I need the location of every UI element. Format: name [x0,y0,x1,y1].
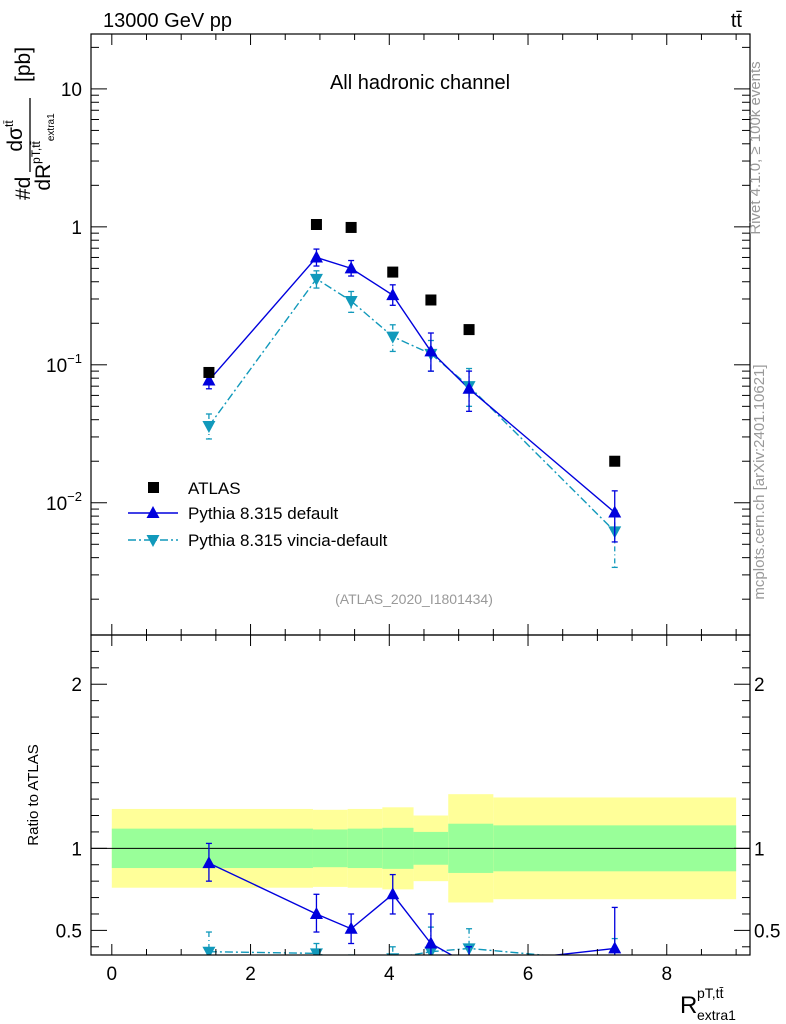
main-series [202,219,622,569]
default-point [309,250,323,263]
default-ratio-point [608,941,622,954]
legend-atlas-marker [148,482,159,493]
default-ratio-point [309,906,323,919]
xlabel-subscript: extra1 [697,1007,736,1023]
main-y-tick-label: 10−2 [46,489,82,515]
atlas-point [345,221,357,233]
atlas-point [463,324,475,336]
x-tick-label: 8 [661,964,672,985]
atlas-point [425,294,437,306]
default-point [202,373,216,386]
atlas-point [310,219,322,231]
vincia-ratio-point [202,946,216,955]
atlas-point [609,455,621,467]
ratio-y-tick-label-right: 2 [754,675,765,696]
default-ratio-point [344,921,358,934]
default-point [344,261,358,274]
vincia-point [386,331,400,344]
main-y-tick-label: 10−1 [46,351,82,377]
ratio-y-tick-label-left: 1 [71,839,82,860]
vincia-point [344,296,358,309]
legend-label: Pythia 8.315 default [188,504,339,523]
mcplots-info: mcplots.cern.ch [arXiv:2401.10621] [751,364,768,599]
vincia-line [208,277,616,532]
default-point [424,344,438,357]
x-tick-label: 6 [523,964,534,985]
default-ratio-point [386,887,400,900]
atlas-point [387,266,399,278]
legend-label: Pythia 8.315 vincia-default [188,531,388,550]
process-label: tt̄ [731,10,743,32]
default-line [208,256,616,514]
xlabel-symbol: R [680,992,697,1019]
beam-label: 13000 GeV pp [103,10,232,32]
axes: 0 2 4 6 8 10−2 10−1 1 10 0.5 0.5 1 1 2 2 [46,33,780,985]
ratio-y-tick-label-right: 0.5 [754,921,780,942]
default-ratio-point [202,856,216,869]
default-point [608,505,622,518]
ylabel-numerator: dσtt̄ [2,120,27,152]
legend-vincia-marker [146,535,160,547]
xlabel-superscript: pT,tt̄ [697,985,724,1001]
ylabel-unit: [pb] [12,47,35,82]
vincia-ratio-line [208,947,550,955]
ratio-y-tick-label-right: 1 [754,839,765,860]
vincia-ratio-point [345,958,358,970]
main-y-tick-label: 10 [61,80,82,101]
legend: ATLAS Pythia 8.315 default Pythia 8.315 vi… [128,479,388,550]
channel-label: All hadronic channel [330,72,510,94]
ylabel-prefix: #d [12,177,35,200]
vincia-point [202,421,216,434]
vincia-ratio-point [608,957,621,969]
default-point [462,381,476,394]
x-tick-label: 4 [384,964,395,985]
default-point [386,288,400,301]
atlas-point [203,366,215,378]
ylabel-denominator: dRpT,tt̄extra1 [29,113,57,191]
x-tick-label: 2 [245,964,256,985]
ratio-ylabel: Ratio to ATLAS [25,744,42,845]
x-axis-label: R pT,tt̄ extra1 [680,985,736,1023]
main-ylabel: #d dσtt̄ dRpT,tt̄extra1 [pb] [2,47,57,200]
vincia-point [309,273,323,286]
default-ratio-point [463,958,476,970]
main-y-tick-label: 1 [71,218,82,239]
legend-default-marker [146,506,160,518]
legend-label: ATLAS [188,479,241,498]
ratio-series [202,842,622,970]
rivet-info: Rivet 4.1.0, ≥ 100k events [747,61,764,234]
ratio-bands [91,794,750,903]
ratio-frame [90,634,751,956]
ratio-y-tick-label-left: 0.5 [56,921,82,942]
ratio-y-tick-label-left: 2 [71,675,82,696]
default-ratio-point [424,936,438,949]
x-tick-label: 0 [107,964,118,985]
analysis-tag: (ATLAS_2020_I1801434) [335,591,493,607]
